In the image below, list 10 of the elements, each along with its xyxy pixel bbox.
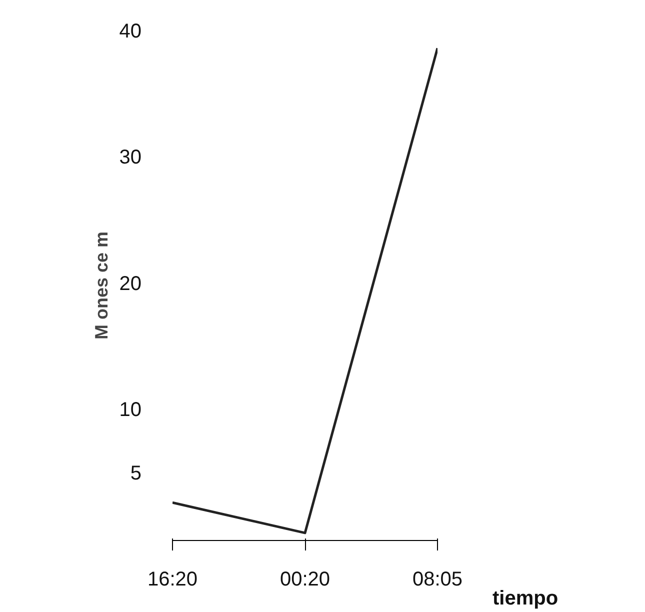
x-axis-title: tiempo	[492, 588, 558, 610]
x-tick-label: 16:20	[147, 568, 198, 590]
x-tick-label: 00:20	[280, 568, 330, 590]
y-tick-label: 30	[119, 146, 142, 169]
y-tick-label: 20	[119, 272, 142, 295]
y-tick-label: 5	[130, 462, 142, 484]
x-tick-label: 08:05	[412, 568, 463, 590]
y-tick-label: 10	[119, 399, 142, 422]
y-tick-label: 40	[119, 20, 142, 42]
y-axis-title: M ones ce m	[91, 231, 112, 340]
